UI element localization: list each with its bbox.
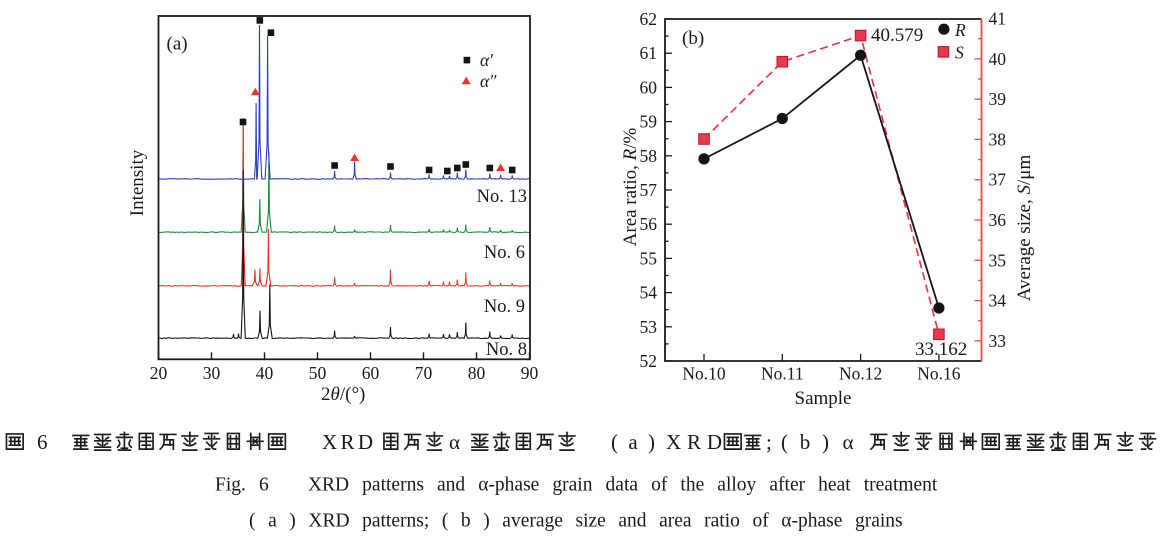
svg-text:2θ/(°): 2θ/(°) (321, 384, 365, 405)
svg-text:Fig. 6 XRD patterns and α-ph: Fig. 6 XRD patterns and α-phase grain da… (215, 475, 938, 496)
svg-text:(b): (b) (781, 430, 829, 454)
svg-text:59: 59 (640, 112, 658, 132)
svg-text:α: α (449, 430, 460, 454)
svg-text:(a): (a) (167, 34, 188, 55)
svg-text:30: 30 (203, 363, 221, 383)
svg-text:36: 36 (989, 210, 1007, 230)
svg-text:(a): (a) (611, 430, 655, 454)
svg-text:(b): (b) (682, 28, 704, 49)
svg-text:No. 8: No. 8 (486, 340, 527, 360)
svg-text:53: 53 (640, 317, 658, 337)
svg-text:No.11: No.11 (761, 364, 804, 384)
svg-text:61: 61 (640, 43, 658, 63)
svg-text:No. 13: No. 13 (477, 187, 527, 207)
svg-text:XRD: XRD (322, 430, 373, 454)
svg-text:58: 58 (640, 146, 658, 166)
svg-text:Area ratio, R/%: Area ratio, R/% (620, 127, 641, 246)
svg-text:S: S (955, 43, 964, 63)
svg-text:56: 56 (640, 214, 658, 234)
svg-text:XRD: XRD (666, 430, 722, 454)
svg-text:60: 60 (362, 363, 380, 383)
svg-text:R: R (954, 20, 966, 40)
svg-text:;: ; (766, 430, 772, 454)
svg-text:52: 52 (640, 351, 658, 371)
svg-text:Average size, S/μm: Average size, S/μm (1014, 155, 1035, 302)
svg-text:41: 41 (989, 9, 1007, 29)
svg-text:70: 70 (415, 363, 433, 383)
svg-text:57: 57 (640, 180, 658, 200)
svg-text:( a ) XRD patterns; ( b ) aver: ( a ) XRD patterns; ( b ) average size a… (249, 511, 903, 532)
svg-text:50: 50 (309, 363, 327, 383)
svg-text:55: 55 (640, 248, 658, 268)
svg-text:37: 37 (989, 170, 1007, 190)
svg-text:No.16: No.16 (917, 364, 961, 384)
svg-text:90: 90 (521, 363, 539, 383)
svg-text:No.10: No.10 (682, 364, 726, 384)
svg-text:34: 34 (989, 291, 1007, 311)
svg-text:No. 9: No. 9 (484, 297, 525, 317)
svg-text:40.579: 40.579 (871, 25, 923, 46)
svg-text:40: 40 (256, 363, 274, 383)
svg-text:80: 80 (468, 363, 486, 383)
svg-text:54: 54 (640, 283, 658, 303)
svg-text:α″: α″ (480, 71, 497, 91)
svg-text:62: 62 (640, 9, 658, 29)
svg-text:Sample: Sample (795, 388, 852, 409)
svg-text:60: 60 (640, 77, 658, 97)
svg-text:6: 6 (37, 430, 48, 454)
svg-text:33: 33 (989, 331, 1007, 351)
svg-text:39: 39 (989, 89, 1007, 109)
svg-text:40: 40 (989, 49, 1007, 69)
svg-text:No.12: No.12 (839, 364, 882, 384)
svg-text:33.162: 33.162 (915, 339, 967, 360)
svg-text:38: 38 (989, 129, 1007, 149)
svg-text:Intensity: Intensity (127, 149, 148, 216)
svg-text:α: α (843, 430, 854, 454)
svg-text:35: 35 (989, 250, 1007, 270)
svg-text:20: 20 (150, 363, 168, 383)
svg-text:No. 6: No. 6 (484, 243, 525, 263)
svg-text:α′: α′ (480, 50, 494, 70)
